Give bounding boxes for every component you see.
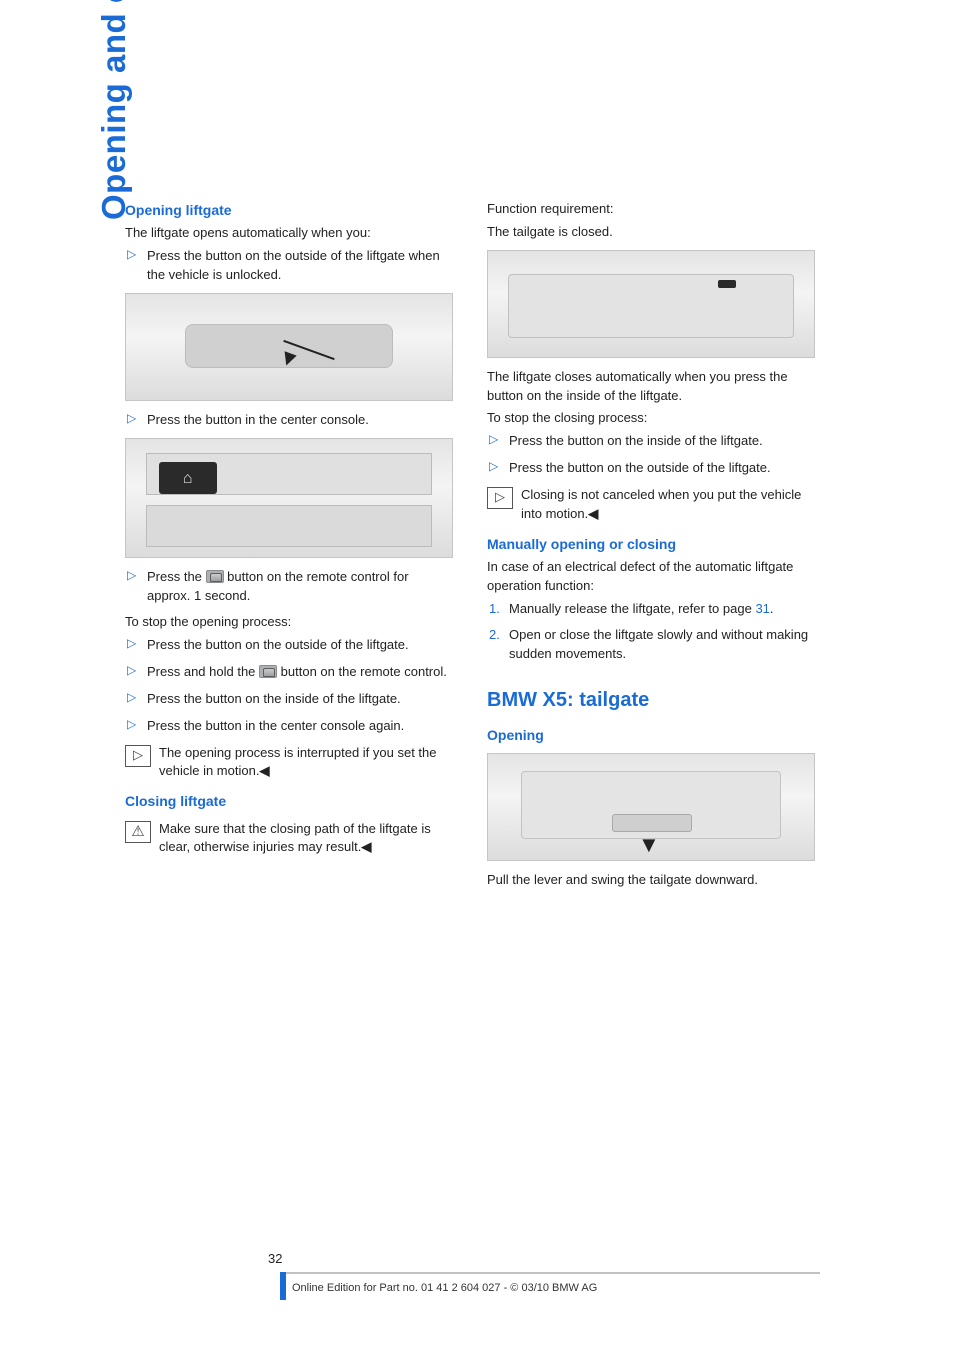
opening-item-2: Press the button in the center console. [125,411,453,430]
page-number: 32 [268,1251,954,1266]
columns: Opening liftgate The liftgate opens auto… [125,200,864,894]
stop-item-4: Press the button in the center console a… [125,717,453,736]
note-icon [487,487,513,509]
console-button-icon: ⌂ [159,462,217,494]
opening-item-1: Press the button on the outside of the l… [125,247,453,285]
stop-opening-list: Press the button on the outside of the l… [125,636,453,735]
manual-list: Manually release the liftgate, refer to … [487,600,815,665]
right-column: Function requirement: The tailgate is cl… [487,200,815,894]
opening-list-2: Press the button in the center console. [125,411,453,430]
note-text: The opening process is interrupted if yo… [159,745,437,779]
note-closing-not-canceled: Closing is not canceled when you put the… [487,486,815,524]
warning-text: Make sure that the closing path of the l… [159,821,431,855]
page-link-31[interactable]: 31 [755,601,769,616]
end-mark-icon: ◀ [588,505,598,524]
manual-item-2: Open or close the liftgate slowly and wi… [487,626,815,664]
warning-icon [125,821,151,843]
figure-center-console: ⌂ [125,438,453,558]
function-req-1: Function requirement: [487,200,815,219]
tailgate-instruction: Pull the lever and swing the tailgate do… [487,871,815,890]
footer-tick [280,1272,286,1300]
text: . [770,601,774,616]
manual-item-1: Manually release the liftgate, refer to … [487,600,815,619]
auto-close-text: The liftgate closes automatically when y… [487,368,815,406]
text: Manually release the liftgate, refer to … [509,601,755,616]
note-text: Closing is not canceled when you put the… [521,487,801,521]
function-req-2: The tailgate is closed. [487,223,815,242]
stop-opening-intro: To stop the opening process: [125,613,453,632]
opening-item-3: Press the button on the remote control f… [125,568,453,606]
text: Press and hold the [147,664,259,679]
stop-item-3: Press the button on the inside of the li… [125,690,453,709]
heading-manual: Manually opening or closing [487,534,815,554]
manual-intro: In case of an electrical defect of the a… [487,558,815,596]
opening-intro: The liftgate opens automatically when yo… [125,224,453,243]
stop-close-item-1: Press the button on the inside of the li… [487,432,815,451]
inside-button-icon [718,280,736,288]
remote-liftgate-icon [259,665,277,678]
end-mark-icon: ◀ [259,762,269,781]
stop-item-2: Press and hold the button on the remote … [125,663,453,682]
footer-rule [280,1272,954,1274]
note-icon [125,745,151,767]
opening-list-1: Press the button on the outside of the l… [125,247,453,285]
figure-tailgate-open [487,753,815,861]
text: button on the remote control. [281,664,447,679]
stop-closing-intro: To stop the closing process: [487,409,815,428]
heading-opening: Opening [487,725,815,745]
tailgate-handle-icon [612,814,692,832]
note-opening-interrupted: The opening process is interrupted if yo… [125,744,453,782]
stop-item-1: Press the button on the outside of the l… [125,636,453,655]
footer: 32 Online Edition for Part no. 01 41 2 6… [0,1251,954,1294]
left-column: Opening liftgate The liftgate opens auto… [125,200,453,894]
stop-close-item-2: Press the button on the outside of the l… [487,459,815,478]
heading-closing-liftgate: Closing liftgate [125,791,453,811]
section-side-tab: Opening and closing [95,0,133,220]
figure-liftgate-exterior [125,293,453,401]
end-mark-icon: ◀ [361,838,371,857]
warning-closing-path: Make sure that the closing path of the l… [125,820,453,858]
text: Press the [147,569,206,584]
footer-copyright: Online Edition for Part no. 01 41 2 604 … [292,1276,954,1294]
page: Opening and closing Opening liftgate The… [0,0,954,1350]
heading-opening-liftgate: Opening liftgate [125,200,453,220]
stop-closing-list: Press the button on the inside of the li… [487,432,815,478]
figure-tailgate-closed [487,250,815,358]
remote-liftgate-icon [206,570,224,583]
heading-bmw-x5-tailgate: BMW X5: tailgate [487,686,815,715]
opening-list-3: Press the button on the remote control f… [125,568,453,606]
